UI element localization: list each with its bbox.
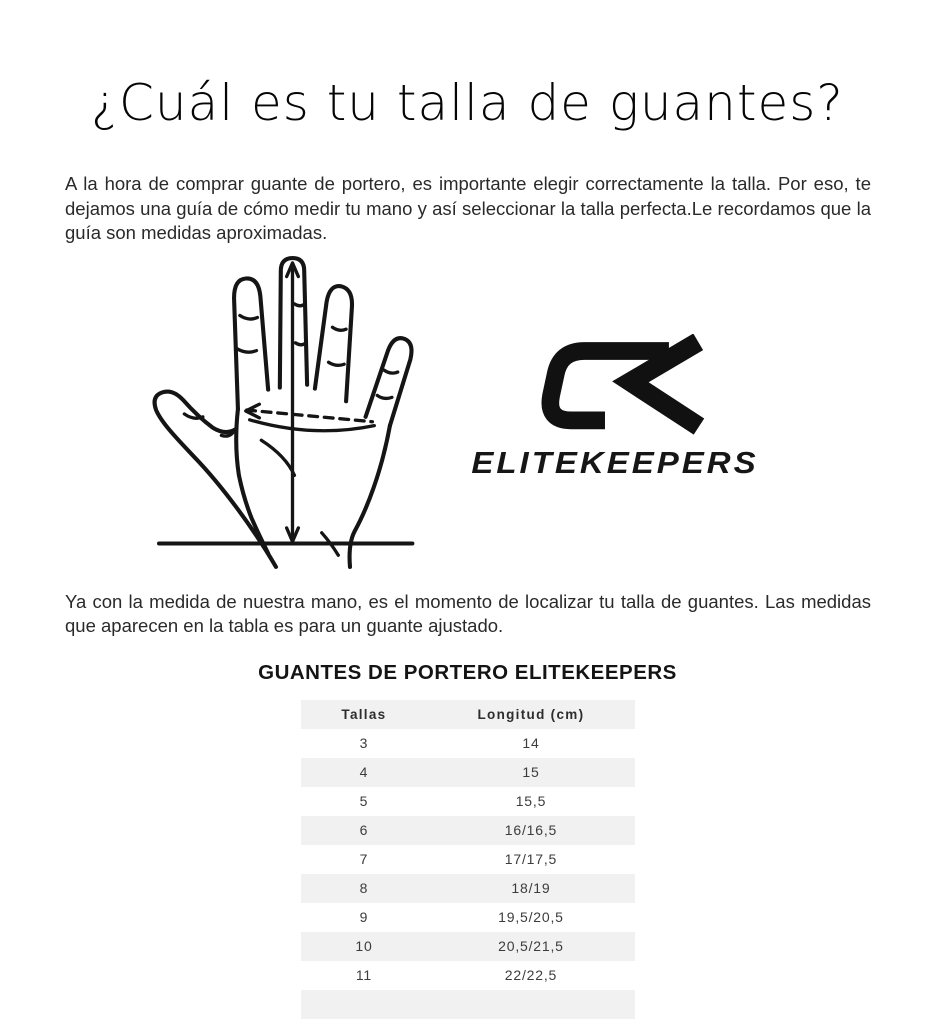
column-header-longitud: Longitud (cm) [427,699,635,729]
size-cell: 5 [359,793,369,809]
size-cell: 3 [359,735,369,751]
size-cell [300,989,428,1019]
table-row: 3 14 [301,729,635,758]
length-cell: 15 [427,757,635,787]
size-table-header-row: Tallas Longitud (cm) [300,699,635,729]
table-row-empty [300,989,635,1019]
table-row: 5 15,5 [301,787,635,816]
size-cell: 4 [300,757,428,787]
length-cell: 20,5/21,5 [427,931,635,961]
size-cell: 10 [300,931,428,961]
hand-diagram [122,253,463,575]
size-cell: 8 [300,873,428,903]
length-cell: 14 [522,735,540,751]
length-cell: 22/22,5 [504,967,558,983]
length-cell: 19,5/20,5 [498,909,564,925]
page-title: ¿Cuál es tu talla de guantes? [91,74,844,132]
length-cell: 15,5 [515,793,547,809]
measure-figure-row: ELITEKEEPERS [0,254,935,574]
table-row: 11 22/22,5 [301,961,635,990]
size-table-heading: GUANTES DE PORTERO ELITEKEEPERS [258,660,677,684]
size-table: Tallas Longitud (cm) 3 14 4 15 5 15,5 6 … [300,699,635,1019]
ek-monogram-icon [541,333,705,435]
table-row: 6 16/16,5 [300,815,635,845]
table-row: 10 20,5/21,5 [300,931,635,961]
size-cell: 6 [300,815,428,845]
brand-logo: ELITEKEEPERS [465,333,765,482]
brand-wordmark: ELITEKEEPERS [471,445,759,480]
table-row: 9 19,5/20,5 [301,903,635,932]
size-cell: 11 [355,967,373,983]
measure-paragraph: Ya con la medida de nuestra mano, es el … [65,590,871,637]
length-cell [427,989,635,1019]
size-cell: 9 [359,909,369,925]
intro-paragraph: A la hora de comprar guante de portero, … [65,173,871,243]
size-cell: 7 [359,851,369,867]
table-row: 8 18/19 [300,873,635,903]
table-row: 4 15 [300,757,635,787]
length-cell: 18/19 [427,873,635,903]
length-cell: 17/17,5 [504,851,558,867]
hand-measure-icon [152,255,415,569]
table-row: 7 17/17,5 [301,845,635,874]
length-cell: 16/16,5 [427,815,635,845]
column-header-tallas: Tallas [300,699,428,729]
